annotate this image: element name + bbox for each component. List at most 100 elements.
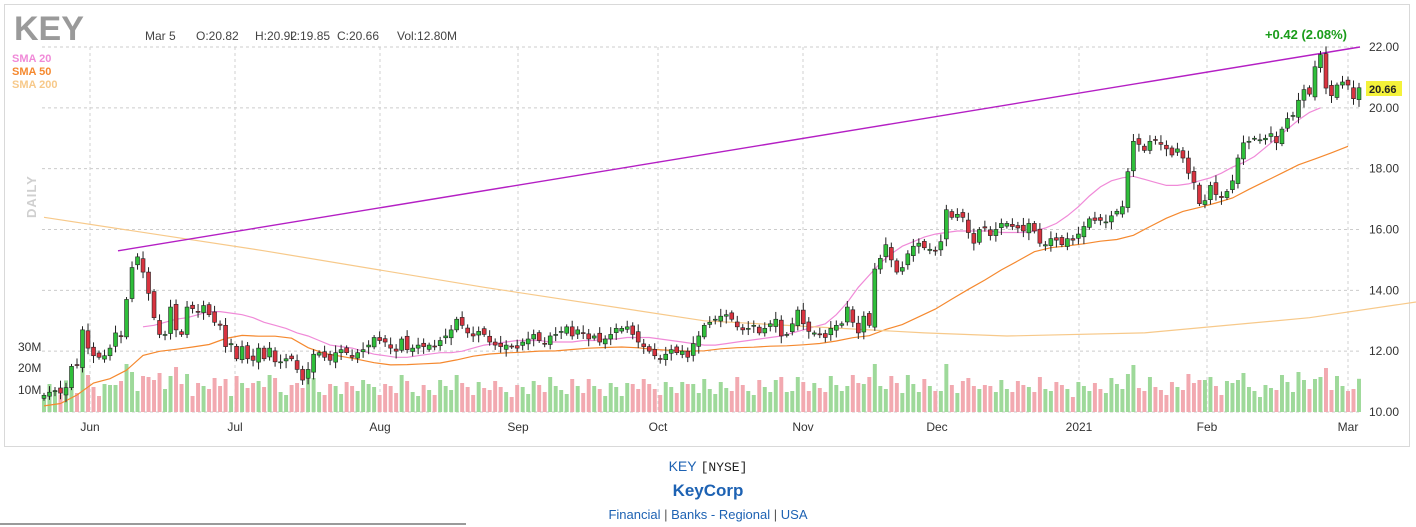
volume-bar: [1268, 388, 1273, 412]
candle-body: [1246, 140, 1252, 143]
candle-body: [872, 268, 878, 328]
candle-body: [1136, 138, 1142, 145]
sector-line: Financial | Banks - Regional | USA: [0, 507, 1416, 522]
ohlc-date: Mar 5: [145, 29, 176, 43]
volume-bar: [1208, 377, 1213, 412]
volume-bar: [977, 389, 982, 412]
sma-200-line: [43, 216, 1416, 337]
ohlc-open: O:20.82: [196, 29, 239, 43]
candle-body: [102, 355, 107, 360]
footer-ticker-link[interactable]: KEY: [668, 458, 697, 474]
volume-bar: [454, 375, 459, 412]
volume-bar: [1026, 387, 1031, 412]
candle-body: [845, 306, 850, 323]
candle-body: [223, 325, 228, 347]
volume-bar: [300, 388, 305, 412]
volume-bar: [999, 380, 1004, 412]
volume-bar: [1335, 376, 1339, 412]
candle-body: [195, 311, 201, 313]
volume-bar: [724, 388, 729, 412]
candle-body: [745, 328, 751, 330]
volume-bar: [894, 383, 899, 412]
price-tick-label: 22.00: [1369, 40, 1399, 54]
volume-bar: [872, 364, 877, 412]
sector-link[interactable]: Financial: [608, 507, 661, 522]
volume-bar: [339, 394, 344, 412]
volume-bar: [691, 384, 696, 412]
volume-bar: [988, 386, 993, 412]
volume-bar: [1329, 390, 1334, 412]
volume-bar: [1153, 387, 1158, 412]
date-tick-label: 2021: [1066, 420, 1093, 434]
candle-body: [900, 267, 905, 272]
volume-bar: [256, 381, 261, 412]
candle-body: [828, 328, 834, 336]
candle-body: [498, 342, 503, 347]
volume-bar: [278, 392, 283, 412]
candle-body: [630, 325, 636, 335]
candle-body: [999, 223, 1004, 228]
country-link[interactable]: USA: [780, 507, 808, 522]
industry-link[interactable]: Banks - Regional: [671, 507, 771, 522]
volume-bar: [344, 382, 349, 412]
volume-bar: [1043, 389, 1048, 412]
candle-body: [905, 253, 911, 266]
volume-bar: [713, 394, 718, 412]
candle-body: [762, 328, 768, 334]
candle-body: [404, 335, 410, 350]
candle-body: [1076, 233, 1081, 239]
candle-body: [602, 338, 608, 345]
candle-body: [1026, 223, 1032, 234]
volume-bar: [1081, 386, 1086, 412]
volume-bar: [537, 385, 542, 412]
candle-body: [1257, 139, 1263, 142]
candle-body: [679, 350, 685, 355]
legend-sma-20: SMA 20: [12, 53, 51, 65]
candle-body: [608, 334, 613, 340]
volume-bar: [702, 379, 707, 412]
volume-bar: [603, 396, 608, 412]
candle-body: [305, 369, 311, 379]
candle-body: [1147, 140, 1153, 151]
volume-bar: [878, 386, 883, 412]
volume-bar: [636, 389, 641, 412]
volume-bar: [619, 396, 624, 412]
volume-bar: [1191, 383, 1196, 412]
company-name[interactable]: KeyCorp: [672, 481, 744, 500]
volume-bar: [119, 381, 124, 412]
candle-body: [333, 352, 338, 363]
candle-body: [938, 241, 944, 251]
volume-bar: [251, 383, 256, 412]
volume-bar: [1346, 391, 1350, 412]
candle-body: [889, 247, 894, 261]
candle-body: [135, 256, 140, 266]
volume-bar: [394, 393, 399, 412]
volume-axis: 30M 20M 10M: [18, 340, 41, 397]
volume-bar: [696, 393, 701, 412]
volume-bar: [295, 383, 300, 412]
candle-body: [850, 309, 856, 323]
volume-bar: [267, 375, 272, 412]
candle-body: [1351, 87, 1356, 100]
volume-bar: [1252, 391, 1257, 412]
candle-body: [916, 242, 922, 247]
candle-body: [707, 321, 713, 325]
volume-bar: [333, 386, 338, 412]
candle-body: [784, 334, 790, 336]
candle-body: [58, 387, 63, 394]
price-tick-label: 12.00: [1369, 344, 1399, 358]
candle-body: [1186, 157, 1191, 174]
volume-bar: [1059, 385, 1064, 412]
candle-body: [377, 337, 382, 341]
volume-bar: [399, 375, 404, 412]
volume-bar: [1224, 381, 1229, 412]
volume-bar: [685, 384, 690, 412]
volume-bar: [806, 391, 811, 412]
volume-bar: [86, 375, 90, 412]
candle-body: [206, 304, 212, 315]
volume-bar: [751, 395, 756, 412]
candle-body: [960, 212, 966, 218]
candle-body: [388, 344, 393, 349]
date-axis: Jun Jul Aug Sep Oct Nov Dec 2021 Feb Mar: [80, 420, 1358, 434]
candle-body: [1241, 142, 1246, 160]
